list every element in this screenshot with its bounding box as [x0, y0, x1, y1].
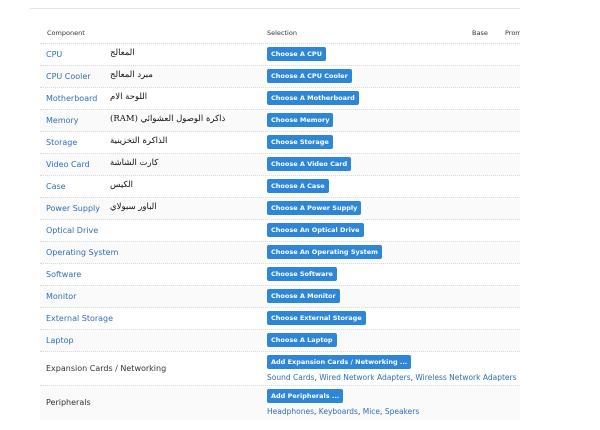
choose-button[interactable]: Add Peripherals ...	[267, 389, 344, 403]
table-row: Optical Drive Choose An Optical Drive	[40, 219, 520, 242]
component-name[interactable]: Power Supply	[46, 204, 100, 213]
table-row: Case الكيس Choose A Case	[40, 175, 520, 198]
component-local-name: ذاكرة الوصول العشوائي (RAM)	[110, 114, 226, 124]
choose-button[interactable]: Choose A Laptop	[267, 333, 337, 347]
choose-button[interactable]: Choose A Case	[267, 179, 329, 193]
category-link[interactable]: Keyboards	[319, 407, 363, 416]
choose-button[interactable]: Choose A Power Supply	[267, 201, 362, 215]
table-row: Laptop Choose A Laptop	[40, 329, 520, 352]
choose-button[interactable]: Choose A Monitor	[267, 289, 340, 303]
component-name[interactable]: Software	[46, 270, 82, 279]
choose-button[interactable]: Choose Software	[267, 267, 337, 281]
component-name[interactable]: Case	[46, 182, 66, 191]
table-row: CPU المعالج Choose A CPU	[40, 43, 520, 66]
component-name[interactable]: External Storage	[46, 314, 114, 323]
component-local-name: مبرد المعالج	[110, 70, 153, 80]
component-name[interactable]: Laptop	[46, 336, 74, 345]
component-name[interactable]: Video Card	[46, 160, 90, 169]
choose-button[interactable]: Choose A CPU	[267, 47, 326, 61]
table-row: Expansion Cards / Networking Add Expansio…	[40, 351, 520, 386]
category-link[interactable]: Wired Network Adapters	[319, 373, 415, 382]
component-local-name: المعالج	[110, 48, 135, 58]
component-local-name: الذاكرة التخزينية	[110, 136, 168, 146]
component-name: Peripherals	[46, 398, 91, 407]
choose-button[interactable]: Choose A CPU Cooler	[267, 69, 352, 83]
parts-table: Component Selection Base Promo CPU المعال…	[30, 8, 520, 430]
table-row: Power Supply الباور سبولاي Choose A Power …	[40, 197, 520, 220]
table-row: Software Choose Software	[40, 263, 520, 286]
choose-button[interactable]: Choose Storage	[267, 135, 333, 149]
table-row: Peripherals Add Peripherals ... Headphones…	[40, 385, 520, 420]
column-header: Selection	[267, 29, 297, 37]
column-header: Base	[472, 29, 488, 37]
table-row: Motherboard اللوحة الام Choose A Motherboa…	[40, 87, 520, 110]
category-link[interactable]: Sound Cards	[267, 373, 319, 382]
choose-button[interactable]: Choose A Motherboard	[267, 91, 359, 105]
component-name[interactable]: Operating System	[46, 248, 119, 257]
choose-button[interactable]: Choose External Storage	[267, 311, 366, 325]
category-link[interactable]: Speakers	[384, 407, 420, 416]
table-row: Monitor Choose A Monitor	[40, 285, 520, 308]
category-link[interactable]: Mice	[363, 407, 385, 416]
component-name[interactable]: Memory	[46, 116, 79, 125]
choose-button[interactable]: Add Expansion Cards / Networking ...	[267, 355, 412, 369]
component-name[interactable]: CPU	[46, 50, 63, 59]
table-row: Storage الذاكرة التخزينية Choose Storage	[40, 131, 520, 154]
column-header: Component	[47, 29, 85, 37]
table-row: CPU Cooler مبرد المعالج Choose A CPU Coole…	[40, 65, 520, 88]
component-local-name: كارت الشاشة	[110, 158, 159, 168]
column-header: Promo	[505, 29, 520, 37]
component-name[interactable]: Motherboard	[46, 94, 98, 103]
table-row: Memory ذاكرة الوصول العشوائي (RAM) Choose …	[40, 109, 520, 132]
category-link[interactable]: Wireless Network Adapters	[415, 373, 517, 382]
category-link[interactable]: Headphones	[267, 407, 319, 416]
component-local-name: الكيس	[110, 180, 134, 190]
component-name[interactable]: CPU Cooler	[46, 72, 91, 81]
choose-button[interactable]: Choose Memory	[267, 113, 334, 127]
component-name[interactable]: Storage	[46, 138, 78, 147]
component-local-name: الباور سبولاي	[110, 202, 157, 212]
choose-button[interactable]: Choose A Video Card	[267, 157, 352, 171]
table-row: Video Card كارت الشاشة Choose A Video Card	[40, 153, 520, 176]
component-local-name: اللوحة الام	[110, 92, 148, 102]
component-name[interactable]: Monitor	[46, 292, 77, 301]
table-row: Operating System Choose An Operating Syst…	[40, 241, 520, 264]
choose-button[interactable]: Choose An Operating System	[267, 245, 382, 259]
related-links: Sound CardsWired Network AdaptersWireles…	[267, 373, 517, 382]
table-row: External Storage Choose External Storage	[40, 307, 520, 330]
related-links: HeadphonesKeyboardsMiceSpeakers	[267, 407, 419, 416]
choose-button[interactable]: Choose An Optical Drive	[267, 223, 364, 237]
component-name[interactable]: Optical Drive	[46, 226, 99, 235]
component-name: Expansion Cards / Networking	[46, 364, 167, 373]
